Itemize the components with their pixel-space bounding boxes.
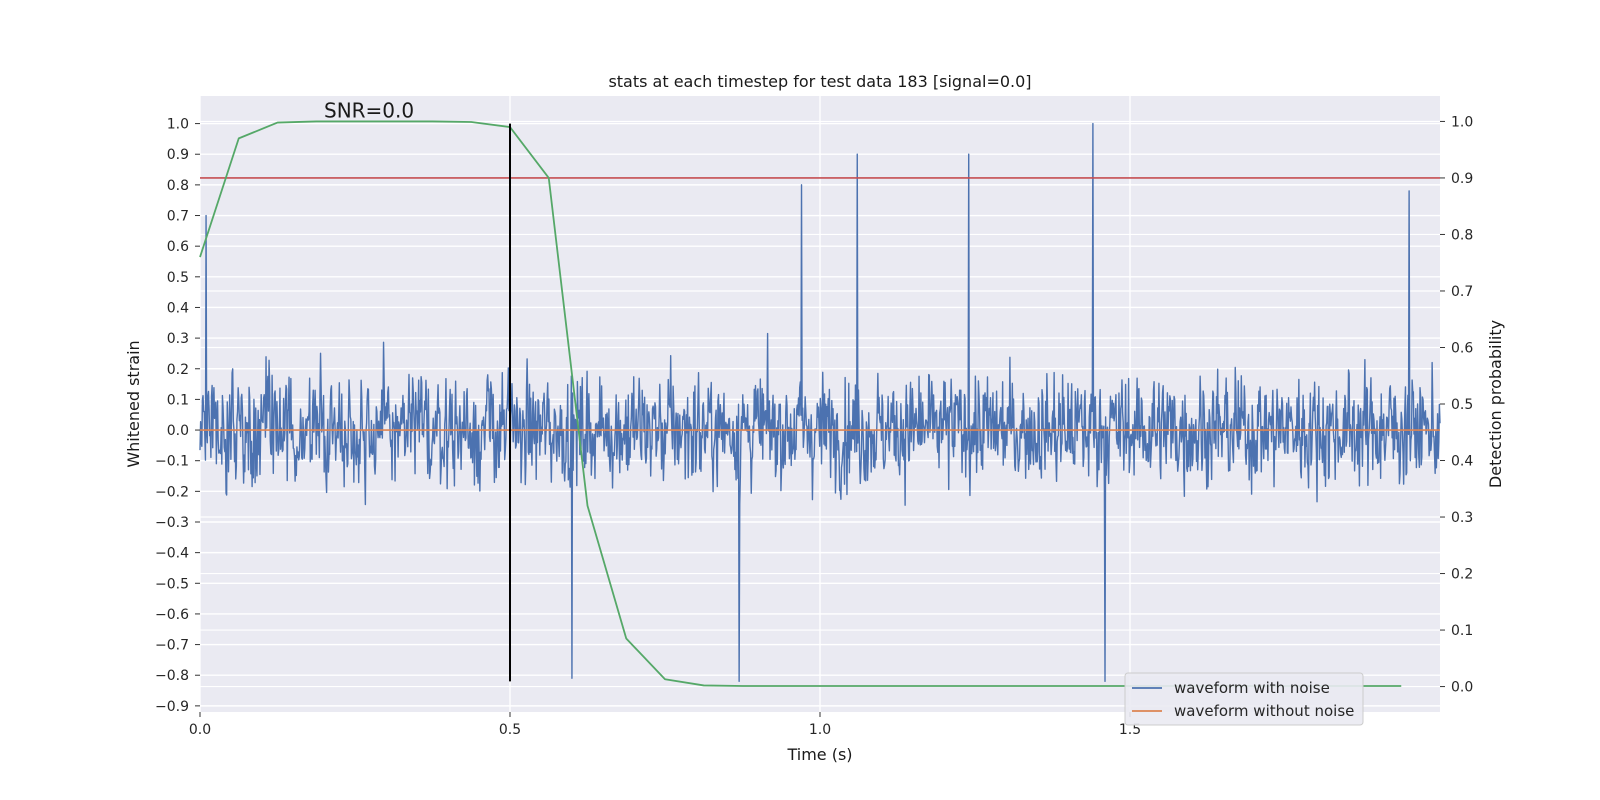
y-tick-label: −0.2 [155, 484, 189, 500]
y-tick-label: −0.7 [155, 638, 189, 654]
x-tick-label: 0.0 [189, 722, 211, 738]
y-tick-label: 0.8 [167, 178, 189, 194]
legend-label: waveform without noise [1174, 702, 1354, 720]
x-tick-label: 0.5 [499, 722, 521, 738]
x-tick-label: 1.0 [809, 722, 831, 738]
axes-layer: 0.0 0.5 1.0 1.5 1.0 0.9 0.8 0.7 0.6 0.5 0.4 0.3 0.2 0… [155, 114, 1473, 738]
series-layer [199, 120, 1441, 687]
y-tick-label: 0.9 [167, 147, 189, 163]
legend-label: waveform with noise [1174, 679, 1330, 697]
legend-box [1124, 672, 1364, 726]
legend: waveform with noise waveform without nois… [1124, 672, 1364, 726]
y-tick-label: 0.5 [167, 270, 189, 286]
y2-axis-label: Detection probability [1486, 320, 1505, 488]
snr-annotation: SNR=0.0 [324, 98, 414, 122]
y-tick-label: 0.4 [167, 300, 189, 316]
y-tick-label: −0.4 [155, 546, 189, 562]
series-line-waveform-with-noise [199, 122, 1441, 683]
y-tick-label: 0.3 [167, 331, 189, 347]
y2-tick-label: 0.0 [1451, 680, 1473, 696]
y-tick-label: 0.0 [167, 423, 189, 439]
y-tick-label: 0.1 [167, 392, 189, 408]
y-tick-label: 0.2 [167, 362, 189, 378]
y2-tick-label: 0.3 [1451, 510, 1473, 526]
y-tick-label: −0.1 [155, 454, 189, 470]
y2-tick-label: 0.8 [1451, 227, 1473, 243]
y2-tick-label: 1.0 [1451, 114, 1473, 130]
y2-tick-label: 0.9 [1451, 171, 1473, 187]
y2-tick-label: 0.5 [1451, 397, 1473, 413]
y-tick-label: 1.0 [167, 117, 189, 133]
chart-title: stats at each timestep for test data 183… [608, 72, 1031, 91]
y2-tick-label: 0.2 [1451, 567, 1473, 583]
y-tick-label: −0.6 [155, 607, 189, 623]
x-axis-label: Time (s) [786, 745, 852, 764]
y-tick-label: −0.8 [155, 668, 189, 684]
y2-tick-label: 0.6 [1451, 340, 1473, 356]
y-tick-label: 0.7 [167, 209, 189, 225]
y-tick-label: −0.9 [155, 699, 189, 715]
y-tick-label: 0.6 [167, 239, 189, 255]
y-tick-label: −0.3 [155, 515, 189, 531]
y2-tick-label: 0.7 [1451, 284, 1473, 300]
y2-tick-label: 0.1 [1451, 623, 1473, 639]
y2-tick-label: 0.4 [1451, 454, 1473, 470]
y-axis-label: Whitened strain [124, 340, 143, 467]
x-tick-label: 1.5 [1119, 722, 1141, 738]
y-tick-label: −0.5 [155, 576, 189, 592]
